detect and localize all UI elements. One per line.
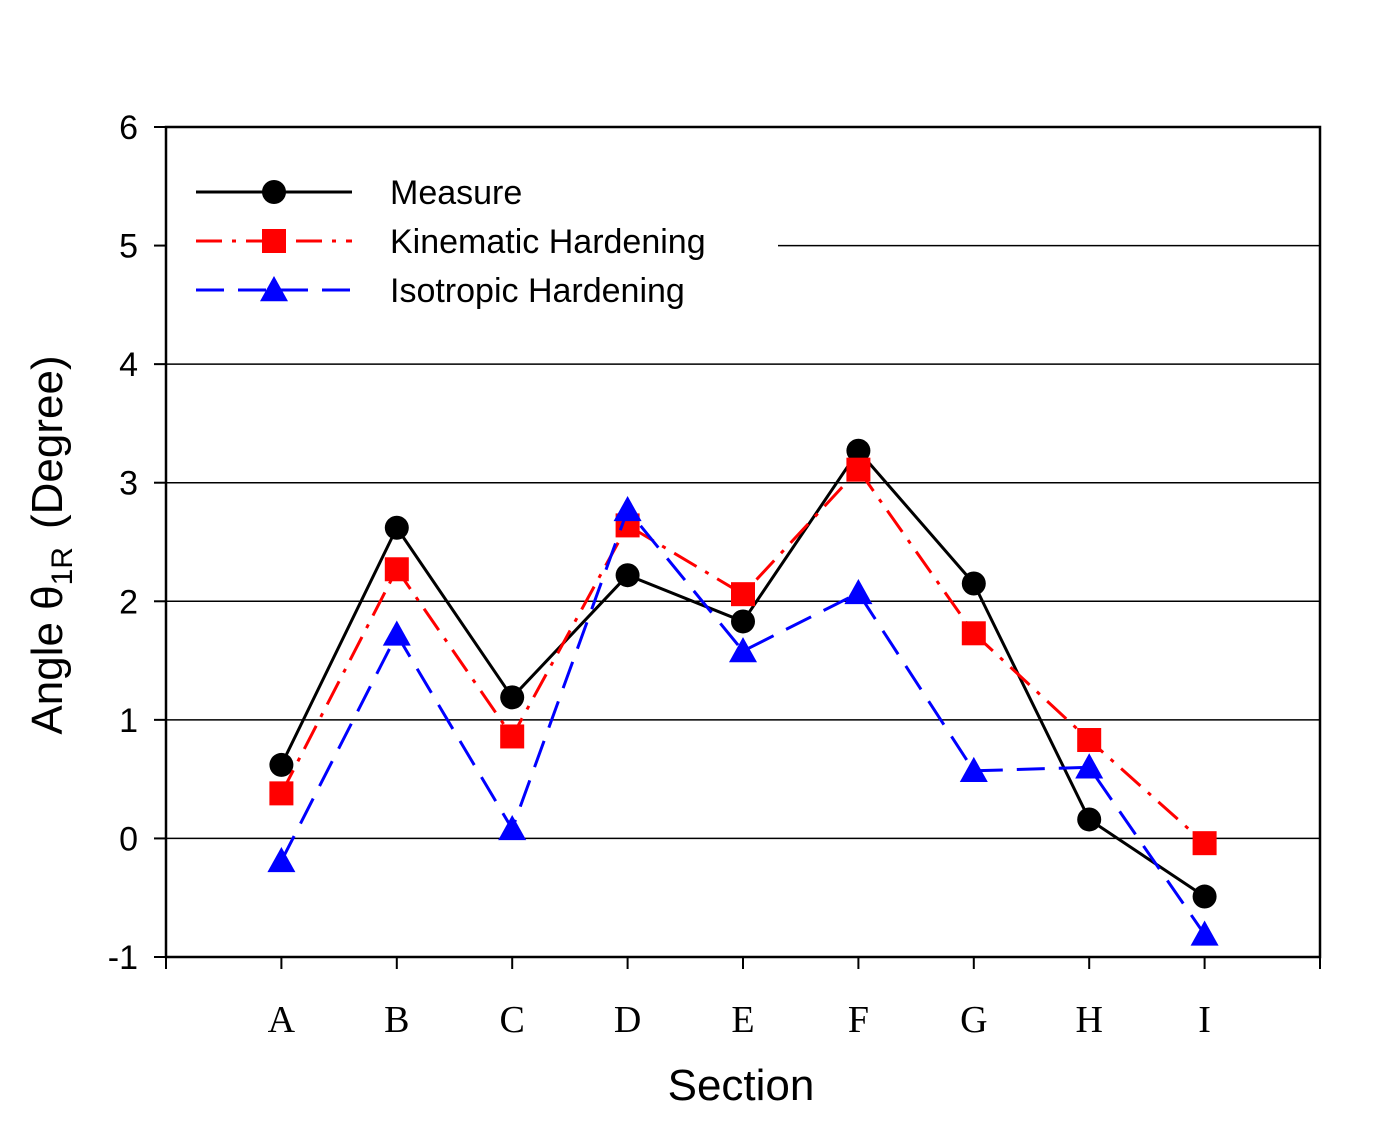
legend-entry: Isotropic Hardening	[196, 272, 685, 310]
data-point	[384, 515, 409, 540]
legend-marker	[262, 180, 286, 204]
data-point	[615, 563, 640, 588]
data-point	[500, 685, 525, 710]
data-point	[959, 756, 988, 783]
y-tick-label: 4	[119, 346, 138, 384]
y-tick-label: 6	[119, 109, 138, 147]
data-point	[846, 457, 871, 482]
x-tick-label: F	[848, 999, 869, 1041]
data-point	[731, 609, 755, 634]
data-point	[500, 724, 525, 749]
data-point	[729, 637, 757, 663]
series-layer	[267, 438, 1219, 946]
legend-entry: Kinematic Hardening	[196, 223, 706, 261]
y-tick-label: -1	[108, 939, 138, 977]
y-tick-label: 1	[119, 702, 138, 740]
y-axis-title-suffix: (Degree)	[23, 355, 72, 529]
x-tick-label: G	[960, 999, 987, 1041]
legend-entry: Measure	[196, 174, 522, 212]
grid-lines	[166, 244, 1320, 840]
data-point	[269, 781, 294, 806]
axes: -1 0 1 2 3 4 5 6 A B C D E F G H I	[108, 109, 1322, 1041]
data-point	[267, 846, 296, 873]
series-line	[280, 468, 1206, 845]
data-point	[498, 814, 527, 841]
y-tick-label: 2	[119, 583, 138, 621]
y-axis-title: Angle θ1R (Degree)	[23, 355, 79, 734]
x-tick-label: A	[268, 999, 296, 1041]
data-point	[382, 620, 411, 646]
x-tick-label: H	[1075, 999, 1102, 1041]
data-point	[961, 571, 986, 596]
y-axis-title-prefix: Angle θ	[23, 585, 72, 734]
x-axis-title: Section	[668, 1061, 815, 1110]
data-point	[1190, 920, 1219, 946]
series-kinematic-hardening	[269, 457, 1217, 856]
y-axis-title-subscript: 1R	[46, 547, 79, 585]
data-point	[1192, 831, 1217, 856]
data-point	[731, 582, 755, 607]
legend-label: Isotropic Hardening	[390, 272, 685, 310]
x-tick-label: B	[384, 999, 409, 1041]
x-tick-label: D	[614, 999, 641, 1041]
x-tick-label: E	[731, 999, 754, 1041]
series-line	[280, 508, 1206, 936]
data-point	[269, 752, 294, 777]
series-isotropic-hardening	[267, 495, 1219, 946]
series-measure	[269, 438, 1217, 909]
plot-frame	[164, 125, 1322, 959]
legend: Measure Kinematic Hardening Isotropic Hard…	[196, 174, 706, 310]
data-point	[1077, 728, 1102, 753]
y-tick-label: 3	[119, 465, 138, 503]
data-point	[844, 578, 873, 605]
y-tick-label: 0	[119, 820, 138, 858]
data-point	[384, 557, 409, 582]
legend-marker	[260, 276, 288, 302]
data-point	[1192, 884, 1217, 909]
legend-label: Kinematic Hardening	[390, 223, 706, 261]
legend-label: Measure	[390, 174, 522, 212]
y-tick-label: 5	[119, 228, 138, 266]
legend-marker	[262, 229, 286, 253]
data-point	[961, 621, 986, 646]
data-point	[1077, 807, 1102, 832]
x-tick-label: I	[1198, 999, 1211, 1041]
x-tick-label: C	[500, 999, 525, 1041]
data-point	[846, 438, 871, 463]
data-point	[1075, 753, 1104, 779]
data-point	[613, 495, 642, 522]
